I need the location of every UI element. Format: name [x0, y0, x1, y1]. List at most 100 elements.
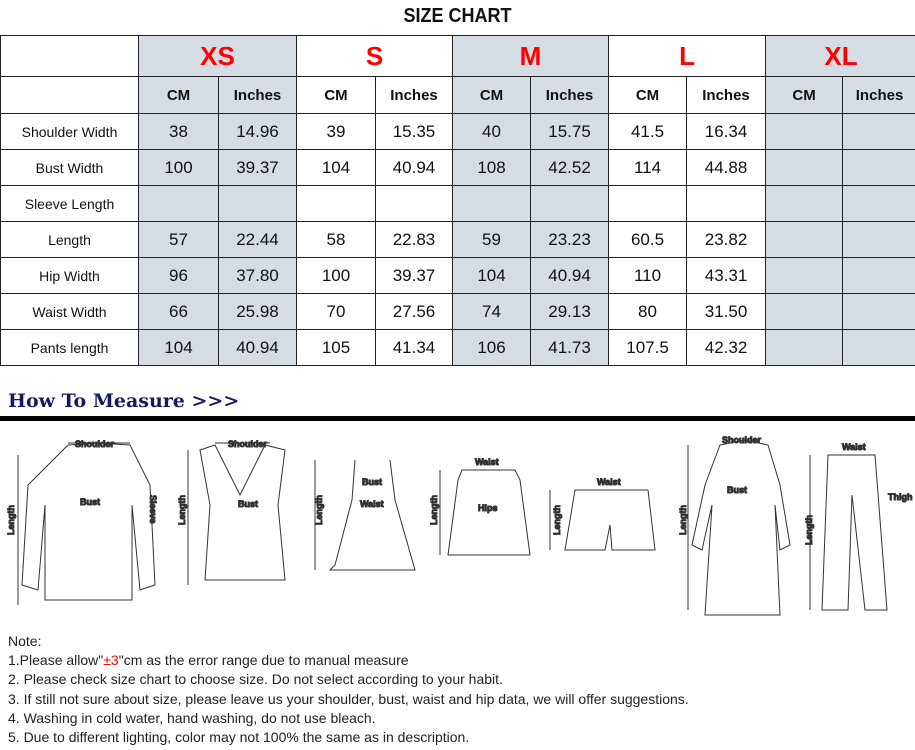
note-4: 4. Washing in cold water, hand washing, …	[8, 709, 376, 726]
row-label: Shoulder Width	[0, 113, 139, 150]
table-cell: 42.52	[529, 149, 610, 186]
size-s: S	[296, 35, 453, 77]
table-cell	[842, 293, 915, 330]
row-label: Length	[0, 221, 139, 258]
shorts-illustration: Waist Length	[549, 477, 656, 551]
table-cell: 39.37	[375, 257, 453, 294]
table-cell: 29.13	[529, 293, 610, 330]
note-3: 3. If still not sure about size, please …	[8, 690, 689, 707]
size-xl: XL	[765, 35, 915, 77]
svg-text:Shoulder: Shoulder	[228, 439, 267, 449]
svg-text:Thigh: Thigh	[888, 492, 913, 502]
table-cell: 15.35	[375, 113, 453, 150]
table-cell: 80	[608, 293, 688, 330]
table-cell: 44.88	[686, 149, 767, 186]
table-cell	[375, 185, 453, 222]
table-cell: 104	[138, 329, 219, 366]
table-cell: 107.5	[608, 329, 688, 366]
table-cell: 23.23	[529, 221, 610, 258]
pants-illustration: Waist Thigh Length	[804, 442, 913, 611]
notes: Note: 1.Please allow"±3"cm as the error …	[8, 632, 689, 747]
table-cell: 25.98	[218, 293, 297, 330]
table-cell: 43.31	[686, 257, 767, 294]
note-5: 5. Due to different lighting, color may …	[8, 729, 470, 746]
tolerance-value: ±3	[103, 652, 119, 669]
unit-cm: CM	[765, 76, 844, 114]
table-cell: 15.75	[529, 113, 610, 150]
svg-text:Length: Length	[552, 505, 562, 535]
size-m: M	[451, 35, 610, 77]
table-cell: 16.34	[686, 113, 767, 150]
how-to-measure-heading: How To Measure >>>	[8, 390, 240, 412]
table-cell: 22.44	[218, 221, 297, 258]
table-row: Pants length 104 40.94 105 41.34 106 41.73 107.…	[0, 329, 915, 366]
table-cell	[765, 329, 844, 366]
table-cell	[765, 293, 844, 330]
svg-text:Waist: Waist	[360, 499, 384, 509]
unit-cm: CM	[608, 76, 688, 114]
svg-text:Waist: Waist	[842, 442, 866, 452]
bust-label: Bust	[80, 497, 100, 507]
table-cell	[218, 185, 297, 222]
row-label: Pants length	[0, 329, 139, 366]
unit-inches: Inches	[842, 76, 915, 114]
table-cell	[452, 185, 531, 222]
table-cell	[842, 329, 915, 366]
table-cell: 100	[138, 149, 219, 186]
table-cell	[686, 185, 767, 222]
table-cell: 96	[138, 257, 219, 294]
table-cell: 39.37	[218, 149, 297, 186]
table-cell: 38	[138, 113, 219, 150]
table-cell: 41.34	[375, 329, 453, 366]
svg-text:Length: Length	[804, 515, 814, 545]
table-row: Length 57 22.44 58 22.83 59 23.23 60.5 23.82	[0, 221, 915, 258]
table-cell: 40.94	[375, 149, 453, 186]
svg-text:Hips: Hips	[478, 503, 498, 513]
table-cell: 41.73	[529, 329, 610, 366]
table-cell: 40	[452, 113, 531, 150]
svg-text:Length: Length	[314, 495, 324, 525]
dress-illustration: Bust Waist Length	[314, 459, 416, 571]
unit-cm: CM	[296, 76, 376, 114]
table-row: Waist Width 66 25.98 70 27.56 74 29.13 80 31.50	[0, 293, 915, 330]
table-cell: 100	[296, 257, 376, 294]
page-title: SIZE CHART	[403, 5, 512, 27]
table-cell: 40.94	[529, 257, 610, 294]
coat-illustration: Shoulder Bust Length	[678, 435, 791, 616]
table-cell	[842, 113, 915, 150]
table-cell: 22.83	[375, 221, 453, 258]
measurement-illustrations: Shoulder Bust Length Sleeve Shoulder Bus…	[6, 435, 913, 616]
table-cell: 74	[452, 293, 531, 330]
table-cell	[842, 149, 915, 186]
unit-inches: Inches	[529, 76, 610, 114]
svg-text:Waist: Waist	[597, 477, 621, 487]
unit-header-row: CM Inches CM Inches CM Inches CM Inches CM Inches	[0, 76, 915, 114]
table-cell	[296, 185, 376, 222]
table-cell: 27.56	[375, 293, 453, 330]
svg-text:Bust: Bust	[362, 477, 382, 487]
table-cell: 57	[138, 221, 219, 258]
unit-cm: CM	[138, 76, 219, 114]
table-cell: 42.32	[686, 329, 767, 366]
svg-text:Length: Length	[429, 495, 439, 525]
svg-text:Waist: Waist	[475, 457, 499, 467]
unit-inches: Inches	[375, 76, 453, 114]
table-row: Hip Width 96 37.80 100 39.37 104 40.94 110 43.31	[0, 257, 915, 294]
table-cell	[842, 185, 915, 222]
row-label: Bust Width	[0, 149, 139, 186]
size-chart-table: XS S M L XL CM Inches CM Inches CM Inches CM Inches C…	[0, 35, 915, 366]
notes-heading: Note:	[8, 633, 42, 649]
size-l: L	[608, 35, 767, 77]
unit-inches: Inches	[686, 76, 767, 114]
table-cell	[765, 113, 844, 150]
table-cell: 108	[452, 149, 531, 186]
table-cell: 60.5	[608, 221, 688, 258]
svg-text:Shoulder: Shoulder	[722, 435, 761, 445]
unit-cm: CM	[452, 76, 531, 114]
table-cell: 106	[452, 329, 531, 366]
row-label: Hip Width	[0, 257, 139, 294]
table-row: Shoulder Width 38 14.96 39 15.35 40 15.75 41.5 1…	[0, 113, 915, 150]
table-cell	[765, 221, 844, 258]
tank-top-illustration: Shoulder Bust Length	[177, 439, 286, 585]
svg-text:Bust: Bust	[727, 485, 747, 495]
